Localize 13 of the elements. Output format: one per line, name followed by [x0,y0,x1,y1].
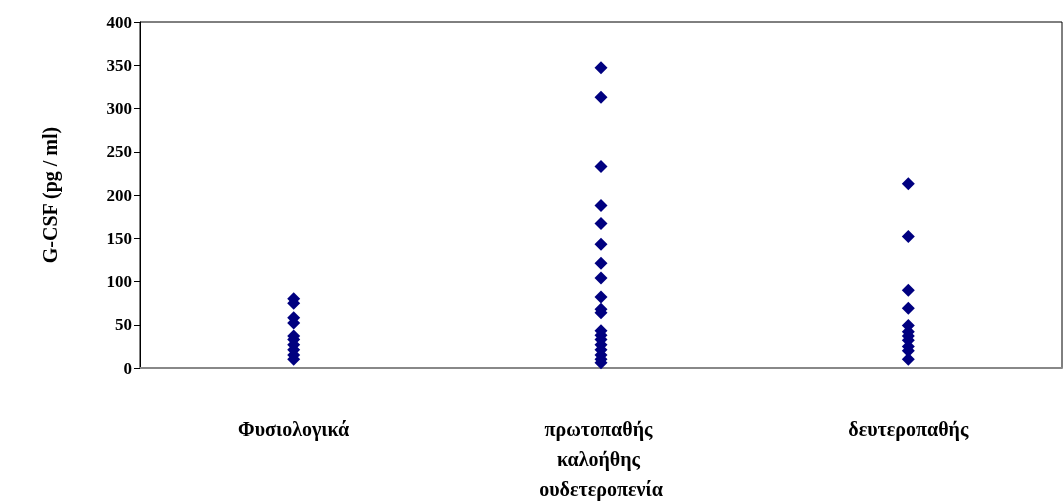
x-tick-label: πρωτοπαθής καλοήθης ουδετεροπενία [539,418,663,501]
y-tick-label: 100 [106,272,132,291]
y-tick-label: 350 [106,55,132,75]
x-tick-label: Φυσιολογικά [238,418,350,441]
y-tick-label: 50 [115,315,132,335]
y-tick-label: 200 [106,185,132,205]
y-tick-label: 250 [106,142,132,162]
y-tick-label: 150 [106,228,132,248]
y-axis-title: G-CSF (pg / ml) [39,126,62,264]
y-tick-label: 400 [106,12,132,32]
y-tick-label: 300 [106,99,132,118]
x-tick-label: δευτεροπαθής [848,418,969,441]
y-tick-label: 0 [123,358,132,378]
